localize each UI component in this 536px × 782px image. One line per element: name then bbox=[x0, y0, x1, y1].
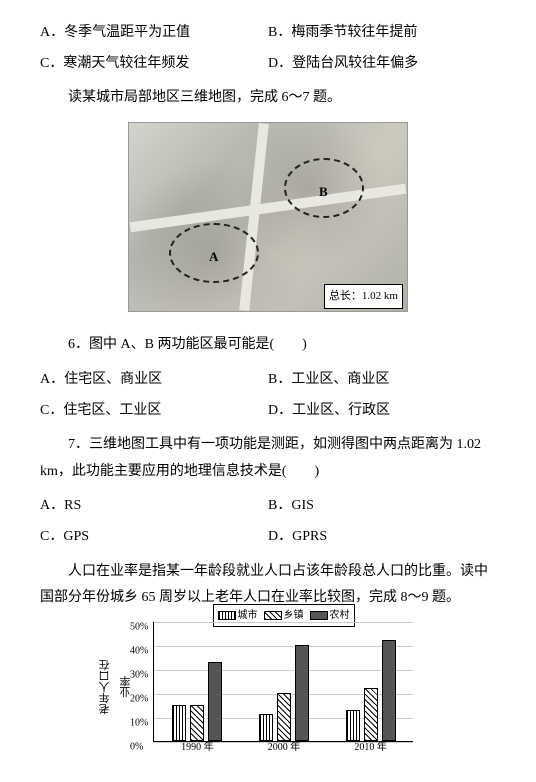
map-label-b: B bbox=[319, 180, 328, 205]
bar-group bbox=[341, 640, 401, 741]
q6-stem: 6．图中 A、B 两功能区最可能是( ) bbox=[40, 332, 496, 359]
chart-wrap: 城市 乡镇 农村 0%10%20%30%40%50%1990 年2000 年20… bbox=[123, 622, 413, 753]
q6-option-a: A．住宅区、商业区 bbox=[40, 367, 268, 394]
q7-option-a: A．RS bbox=[40, 493, 268, 520]
prev-options-row-2: C．寒潮天气较往年频发 D．登陆台风较往年偏多 bbox=[40, 51, 496, 78]
bar-city bbox=[346, 710, 360, 741]
bar-group bbox=[254, 645, 314, 741]
swatch-city bbox=[218, 611, 236, 620]
legend-town-label: 乡镇 bbox=[284, 610, 304, 621]
bar-village bbox=[382, 640, 396, 741]
q6-option-b: B．工业区、商业区 bbox=[268, 367, 496, 394]
map-3d: A B 总长：1.02 km bbox=[128, 122, 408, 312]
chart-y-label: 老年人口在业率 bbox=[95, 654, 137, 719]
chart-figure: 城市 乡镇 农村 0%10%20%30%40%50%1990 年2000 年20… bbox=[40, 622, 496, 753]
bar-town bbox=[190, 705, 204, 741]
q6-option-d: D．工业区、行政区 bbox=[268, 398, 496, 425]
q7-row-1: A．RS B．GIS bbox=[40, 493, 496, 520]
bar-town bbox=[364, 688, 378, 741]
chart-x-tick: 2010 年 bbox=[354, 738, 387, 757]
q6-row-2: C．住宅区、工业区 D．工业区、行政区 bbox=[40, 398, 496, 425]
q7-option-d: D．GPRS bbox=[268, 524, 496, 551]
legend-village-label: 农村 bbox=[330, 610, 350, 621]
bar-village bbox=[295, 645, 309, 741]
prev-options-row-1: A．冬季气温距平为正值 B．梅雨季节较往年提前 bbox=[40, 20, 496, 47]
bar-village bbox=[208, 662, 222, 741]
chart-gridline bbox=[154, 622, 413, 623]
map-figure: A B 总长：1.02 km bbox=[40, 122, 496, 323]
chart-x-tick: 2000 年 bbox=[268, 738, 301, 757]
chart-y-tick: 0% bbox=[130, 737, 143, 756]
q7-option-b: B．GIS bbox=[268, 493, 496, 520]
option-c: C．寒潮天气较往年频发 bbox=[40, 51, 268, 78]
intro-6-7: 读某城市局部地区三维地图，完成 6～7 题。 bbox=[40, 85, 496, 112]
q6-row-1: A．住宅区、商业区 B．工业区、商业区 bbox=[40, 367, 496, 394]
chart-legend: 城市 乡镇 农村 bbox=[213, 604, 355, 627]
swatch-town bbox=[264, 611, 282, 620]
chart-x-tick: 1990 年 bbox=[181, 738, 214, 757]
q7-option-c: C．GPS bbox=[40, 524, 268, 551]
bar-town bbox=[277, 693, 291, 741]
q7-row-2: C．GPS D．GPRS bbox=[40, 524, 496, 551]
q7-stem: 7．三维地图工具中有一项功能是测距，如测得图中两点距离为 1.02 km，此功能… bbox=[40, 432, 496, 485]
map-scale: 总长：1.02 km bbox=[324, 284, 403, 309]
swatch-village bbox=[310, 611, 328, 620]
map-label-a: A bbox=[209, 245, 218, 270]
bar-city bbox=[172, 705, 186, 741]
bar-group bbox=[167, 662, 227, 741]
option-b: B．梅雨季节较往年提前 bbox=[268, 20, 496, 47]
option-d: D．登陆台风较往年偏多 bbox=[268, 51, 496, 78]
q6-option-c: C．住宅区、工业区 bbox=[40, 398, 268, 425]
bar-chart: 城市 乡镇 农村 0%10%20%30%40%50%1990 年2000 年20… bbox=[153, 622, 413, 742]
chart-y-tick: 50% bbox=[130, 617, 148, 636]
option-a: A．冬季气温距平为正值 bbox=[40, 20, 268, 47]
legend-city-label: 城市 bbox=[238, 610, 258, 621]
